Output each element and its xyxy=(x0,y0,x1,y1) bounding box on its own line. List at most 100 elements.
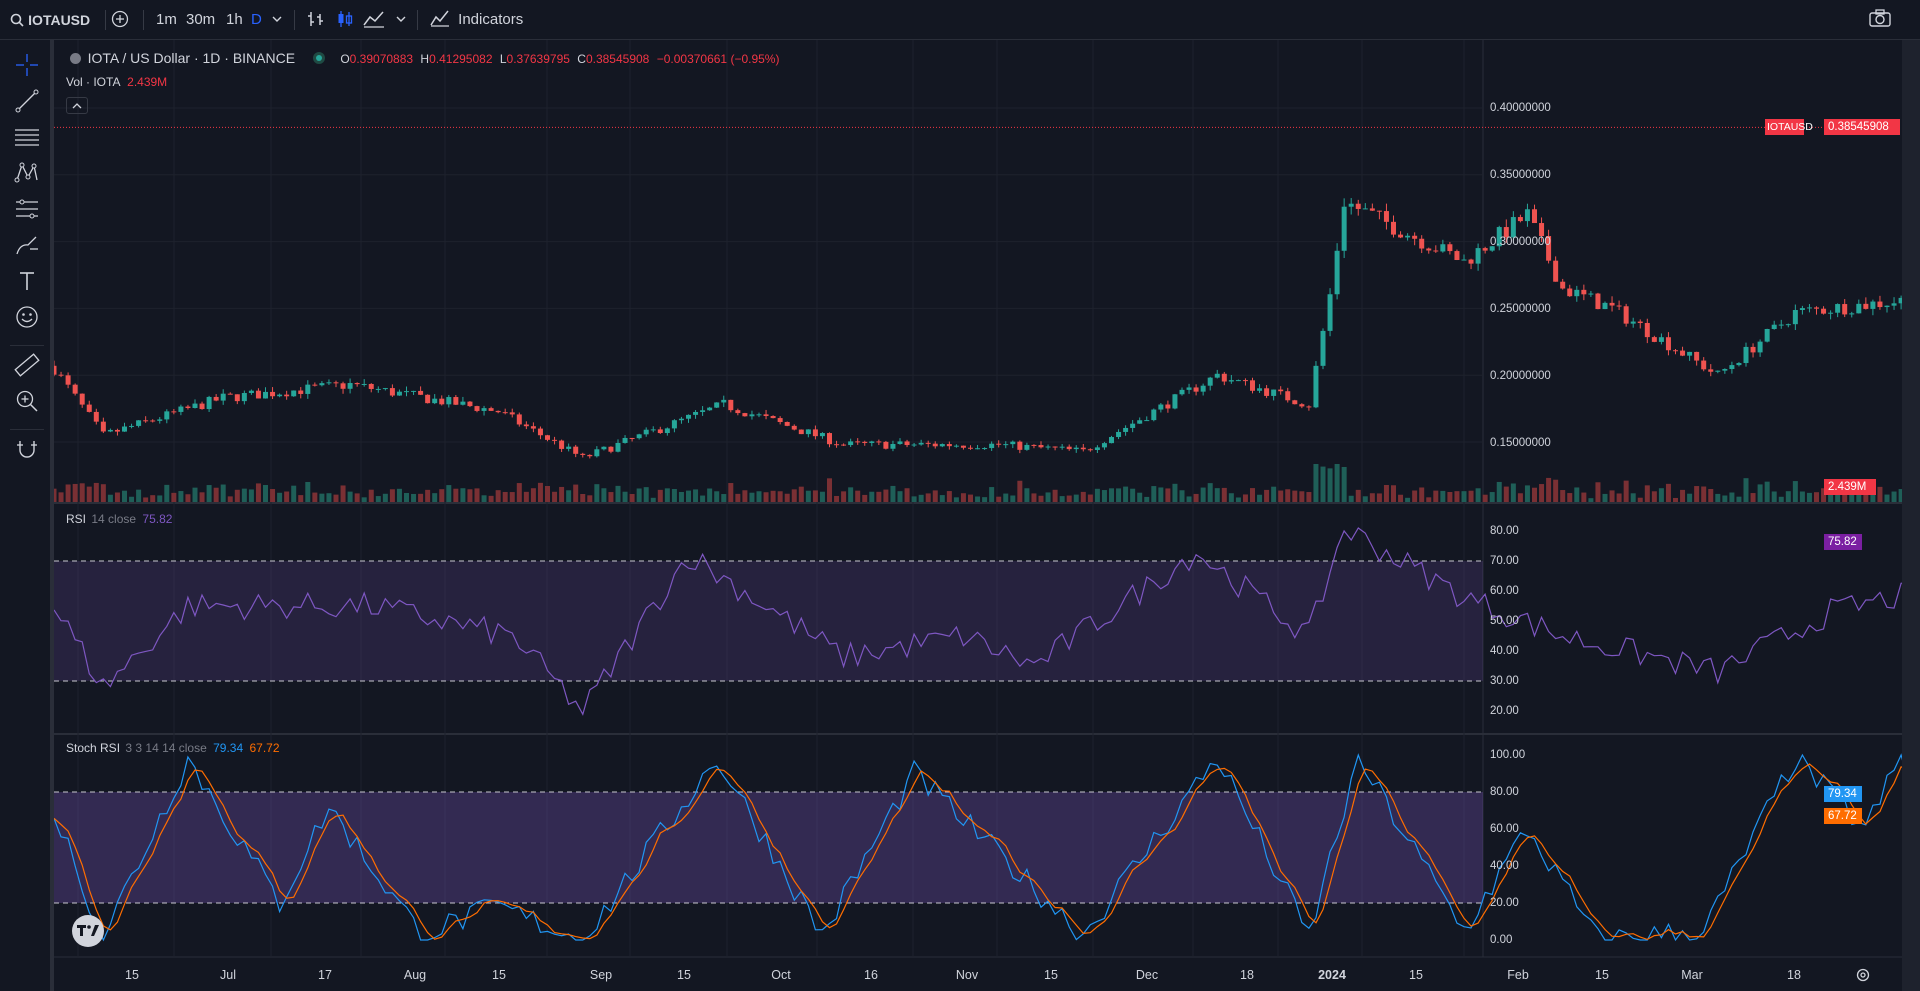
candles-style-button[interactable] xyxy=(335,0,355,40)
candle-body xyxy=(791,425,797,430)
candles-icon xyxy=(338,11,353,27)
volume-bar xyxy=(1391,485,1396,502)
candle-body xyxy=(100,421,106,432)
candle-body xyxy=(1475,248,1481,264)
candle-body xyxy=(1433,250,1439,252)
text-tool[interactable] xyxy=(12,266,42,296)
candle-body xyxy=(1785,324,1791,326)
candle-body xyxy=(136,420,142,426)
compare-symbol-button[interactable] xyxy=(108,0,132,40)
snapshot-button[interactable] xyxy=(1869,0,1891,40)
candle-body xyxy=(1884,305,1890,308)
candle-body xyxy=(213,396,219,401)
interval-1h[interactable]: 1h xyxy=(226,11,243,28)
volume-bar xyxy=(1574,487,1580,502)
volume-bar xyxy=(982,497,988,502)
volume-bar xyxy=(206,485,212,502)
fib-tool[interactable] xyxy=(12,122,42,152)
volume-bar xyxy=(721,494,727,502)
volume-bar xyxy=(495,490,501,502)
indicators-button[interactable]: Indicators xyxy=(430,0,523,40)
volume-bar xyxy=(1010,495,1016,502)
time-tick: Nov xyxy=(955,968,979,982)
zoom-tool[interactable] xyxy=(12,386,42,416)
candle-body xyxy=(319,383,325,386)
volume-bar xyxy=(1524,485,1530,502)
time-tick: Aug xyxy=(403,968,427,982)
volume-bar xyxy=(136,489,142,502)
pattern-tool[interactable] xyxy=(12,158,42,188)
forecast-tool[interactable] xyxy=(12,194,42,224)
interval-30m[interactable]: 30m xyxy=(186,11,216,28)
crosshair-icon xyxy=(16,54,38,76)
volume-bar xyxy=(1228,493,1234,502)
candle-body xyxy=(1031,444,1037,446)
volume-bar xyxy=(1771,491,1777,502)
low-value: 0.37639795 xyxy=(506,52,570,66)
volume-bar xyxy=(1073,494,1079,502)
candle-body xyxy=(1391,221,1396,235)
high-label: H xyxy=(420,52,430,66)
tradingview-logo[interactable] xyxy=(72,915,104,947)
candle-body xyxy=(1327,294,1333,331)
candle-body xyxy=(446,397,452,405)
volume-bar xyxy=(594,484,600,502)
candle-body xyxy=(1454,251,1460,261)
stoch-tick: 40.00 xyxy=(1490,860,1519,872)
time-axis-settings-button[interactable] xyxy=(1854,966,1872,984)
volume-bar xyxy=(580,494,586,502)
volume-bar xyxy=(185,494,191,502)
volume-bar xyxy=(164,484,170,502)
chart-type-dropdown[interactable] xyxy=(396,0,406,40)
interval-d[interactable]: D xyxy=(251,11,262,28)
volume-bar xyxy=(122,490,127,502)
brush-tool[interactable] xyxy=(12,230,42,260)
rsi-tick: 30.00 xyxy=(1490,675,1519,687)
volume-bar xyxy=(1123,486,1129,502)
candle-body xyxy=(1828,312,1834,314)
area-style-button[interactable] xyxy=(363,0,385,40)
candle-body xyxy=(784,422,790,426)
candle-body xyxy=(1426,248,1432,251)
chart-area[interactable]: IOTA / US Dollar · 1D · BINANCE O0.39070… xyxy=(54,40,1902,991)
volume-bar xyxy=(1087,494,1093,502)
candle-body xyxy=(1186,387,1192,390)
stoch-rsi-plot xyxy=(54,753,1902,942)
candle-body xyxy=(185,406,191,409)
candle-body xyxy=(291,390,297,397)
candle-body xyxy=(1130,423,1136,428)
volume-bar xyxy=(1581,492,1587,502)
volume-bar xyxy=(1785,491,1791,502)
chart-canvas[interactable] xyxy=(54,40,1902,991)
candle-body xyxy=(1087,449,1093,451)
symbol-search[interactable]: IOTAUSD xyxy=(10,0,90,40)
candle-body xyxy=(636,434,642,439)
magnet-tool[interactable] xyxy=(12,434,42,464)
candle-body xyxy=(1792,309,1798,325)
trend-line-tool[interactable] xyxy=(12,86,42,116)
crosshair-tool[interactable] xyxy=(12,50,42,80)
volume-bar xyxy=(686,490,691,502)
interval-dropdown[interactable] xyxy=(272,0,282,40)
volume-bar xyxy=(220,484,226,502)
collapse-legend-button[interactable] xyxy=(66,97,88,114)
emoji-tool[interactable] xyxy=(12,302,42,332)
volume-bar xyxy=(1891,491,1897,502)
measure-tool[interactable] xyxy=(12,350,42,380)
candle-body xyxy=(1235,380,1241,382)
candle-body xyxy=(143,420,149,422)
volume-bar xyxy=(700,495,706,502)
volume-bar xyxy=(939,495,945,502)
candle-body xyxy=(54,365,57,375)
volume-bar xyxy=(1059,496,1065,502)
candle-body xyxy=(559,440,565,449)
volume-bar xyxy=(1165,488,1171,502)
interval-1m[interactable]: 1m xyxy=(156,11,177,28)
volume-bar xyxy=(523,491,529,502)
candle-body xyxy=(918,442,924,445)
volume-bar xyxy=(749,492,755,502)
volume-bar xyxy=(968,494,973,502)
volume-bar xyxy=(509,492,515,502)
bar-style-button[interactable] xyxy=(306,0,326,40)
candle-body xyxy=(1398,234,1404,238)
